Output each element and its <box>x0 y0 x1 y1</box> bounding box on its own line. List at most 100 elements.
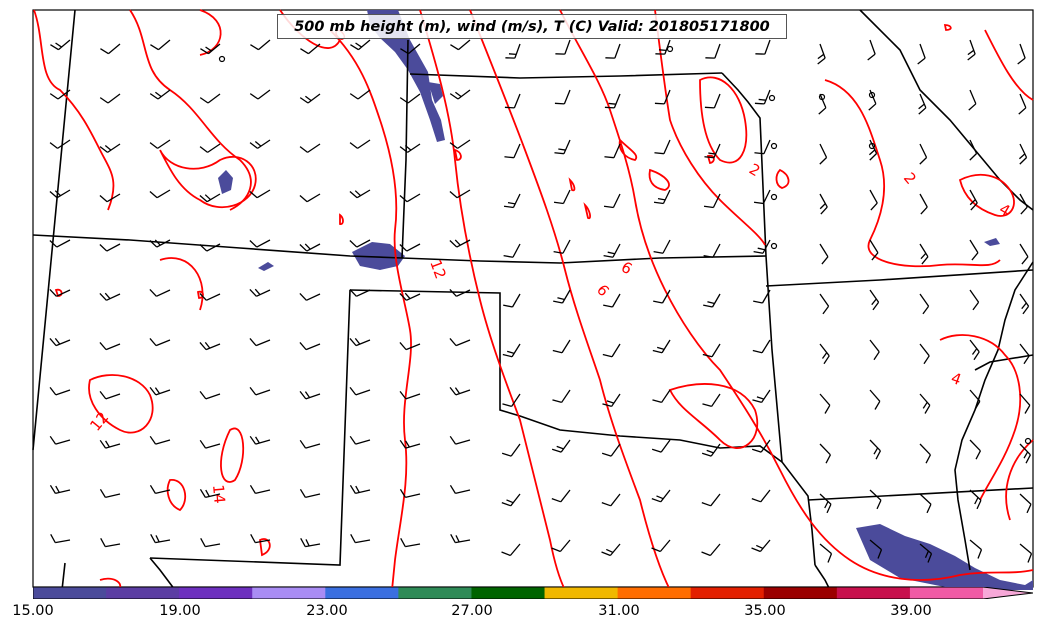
wind-barb <box>1018 143 1028 165</box>
wind-barb <box>449 189 471 199</box>
wind-barb <box>653 239 671 254</box>
wind-barb <box>299 93 321 104</box>
wind-barb <box>249 139 271 149</box>
wind-barb <box>551 539 571 553</box>
wind-barb <box>753 289 771 304</box>
wind-barb <box>149 139 171 149</box>
wind-barb <box>449 239 471 248</box>
wind-barb <box>249 189 271 199</box>
wind-barb <box>449 139 471 149</box>
wind-barb <box>449 435 471 445</box>
wind-barb <box>651 489 671 503</box>
wind-barb <box>701 443 721 457</box>
wind-barb <box>919 493 932 514</box>
wind-barb <box>350 39 371 51</box>
wind-barb <box>753 239 771 254</box>
wind-barb <box>199 293 221 301</box>
wind-barb <box>349 89 371 100</box>
wind-barb <box>654 139 671 155</box>
wind-barb <box>99 143 121 153</box>
wind-barb <box>652 339 671 354</box>
wind-barb <box>754 139 771 155</box>
wind-barb <box>554 139 571 155</box>
wind-barb <box>552 339 571 354</box>
wind-barb <box>50 533 71 544</box>
wind-barb <box>299 341 321 351</box>
wind-barb <box>869 289 880 311</box>
contour-label: 12 <box>426 257 449 281</box>
wind-barbs <box>49 39 1033 563</box>
wind-barb <box>449 484 471 495</box>
wind-barb <box>553 189 571 205</box>
wind-barb <box>299 293 321 301</box>
colorbar-tick-label: 23.00 <box>306 603 348 619</box>
wind-barb <box>99 193 121 203</box>
wind-barb <box>651 539 671 553</box>
wind-barb <box>449 89 471 100</box>
colorbar-segment <box>544 587 619 599</box>
wind-barb <box>605 43 621 59</box>
wind-barb <box>819 293 830 315</box>
colorbar <box>33 587 1033 599</box>
wind-barb <box>819 143 828 165</box>
wind-barb <box>602 393 621 408</box>
wind-barb <box>967 39 976 61</box>
wind-barb <box>399 488 421 499</box>
wind-barb <box>1019 193 1028 215</box>
wind-barb <box>654 89 671 105</box>
wind-barb <box>1017 43 1026 65</box>
colorbar-extend-arrow <box>983 587 1033 599</box>
wind-barb <box>199 488 221 499</box>
wind-barb <box>818 93 827 115</box>
wind-barb <box>99 390 121 400</box>
wind-barb <box>501 543 521 557</box>
wind-barb <box>604 93 621 109</box>
wind-barb <box>869 339 880 361</box>
wind-barb <box>399 390 421 400</box>
wind-barb <box>753 189 771 205</box>
wind-barb <box>1019 343 1030 365</box>
wind-barb <box>149 435 171 445</box>
wind-barb <box>919 343 930 365</box>
wind-barb <box>99 243 121 252</box>
wind-barb <box>300 537 321 548</box>
wind-barb <box>917 43 926 65</box>
wind-barb <box>503 243 521 258</box>
wind-barb <box>399 93 421 104</box>
wind-barb <box>703 193 721 209</box>
wind-barb <box>819 393 831 414</box>
wind-barb <box>919 193 928 215</box>
wind-barb <box>149 189 171 199</box>
wind-barb <box>250 39 271 51</box>
wind-barb <box>349 337 371 347</box>
wind-barb <box>1019 293 1030 315</box>
wind-barb <box>1018 93 1027 115</box>
wind-barb <box>249 484 271 495</box>
wind-barb <box>49 337 71 347</box>
wind-barb <box>249 89 271 100</box>
colorbar-tick-label: 15.00 <box>12 603 54 619</box>
wind-barb <box>150 39 171 51</box>
wind-barb <box>501 443 521 457</box>
wind-barb <box>504 93 521 109</box>
wind-barb <box>653 189 671 205</box>
wind-barb <box>349 386 371 396</box>
wind-barb <box>819 343 830 365</box>
wind-barb <box>1019 443 1031 464</box>
wind-barb <box>869 539 883 559</box>
wind-barb <box>869 239 879 261</box>
wind-barb <box>969 489 982 510</box>
wind-barb <box>200 43 221 55</box>
wind-barb <box>653 289 671 304</box>
colorbar-segment <box>763 587 838 599</box>
wind-barb <box>752 389 771 404</box>
wind-barb <box>869 389 881 410</box>
wind-barb <box>969 439 981 460</box>
wind-barb <box>869 489 882 510</box>
wind-barb <box>49 435 71 445</box>
wind-barb <box>199 193 221 203</box>
wind-barb <box>149 337 171 347</box>
wind-barb <box>399 292 421 301</box>
wind-barb <box>450 533 471 544</box>
wind-barb <box>149 239 171 248</box>
